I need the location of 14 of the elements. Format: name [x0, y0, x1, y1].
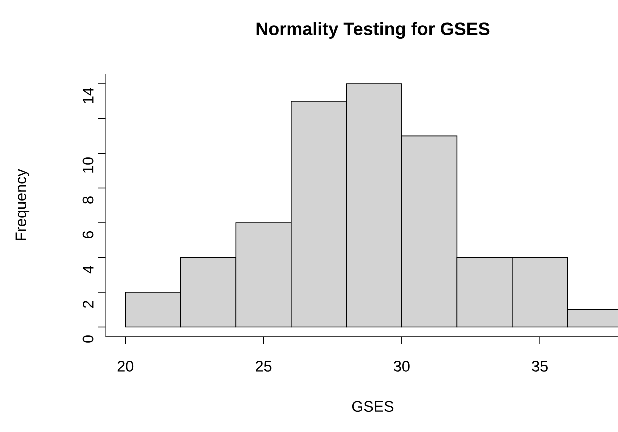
- x-tick-label: 35: [532, 361, 548, 372]
- x-tick-label: 25: [256, 361, 272, 372]
- y-tick-label: 6: [82, 231, 94, 239]
- y-axis-title: Frequency: [16, 169, 30, 240]
- y-tick-label: 14: [83, 88, 94, 104]
- y-tick-label: 8: [82, 196, 94, 204]
- x-tick-label: 30: [394, 361, 410, 372]
- x-tick-label: 20: [118, 361, 134, 372]
- y-tick-label: 0: [82, 336, 94, 343]
- chart-title: Normality Testing for GSES: [256, 22, 490, 40]
- y-tick-label: 2: [82, 301, 94, 308]
- x-axis-title: GSES: [352, 401, 394, 412]
- y-tick-label: 10: [82, 158, 94, 173]
- y-tick-label: 4: [83, 266, 94, 274]
